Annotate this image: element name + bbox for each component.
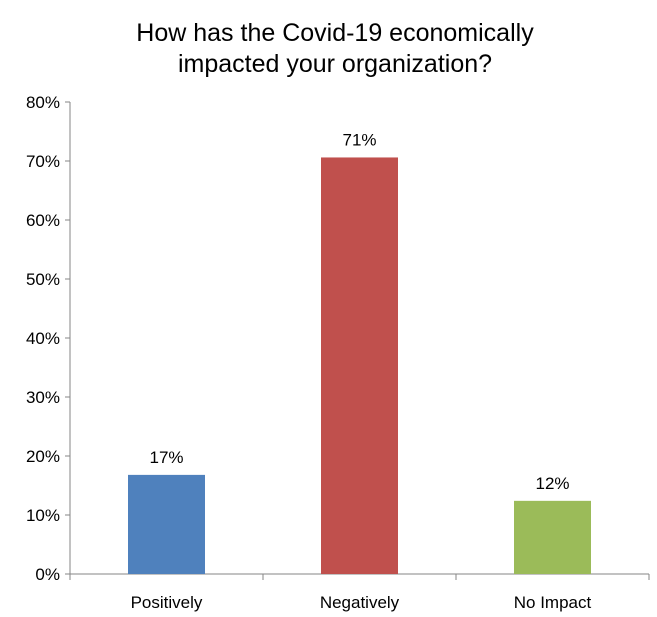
chart-title-line-1: How has the Covid-19 economically	[136, 19, 534, 47]
y-tick-label: 0%	[35, 565, 60, 584]
y-tick-label: 40%	[26, 329, 60, 348]
y-tick-label: 50%	[26, 270, 60, 289]
y-tick-label: 20%	[26, 447, 60, 466]
y-tick-label: 10%	[26, 506, 60, 525]
x-tick-label: Positively	[131, 593, 203, 612]
x-tick-label: Negatively	[320, 593, 400, 612]
y-tick-label: 60%	[26, 211, 60, 230]
bar-no-impact	[514, 500, 591, 574]
data-label: 17%	[149, 448, 183, 467]
x-tick-label: No Impact	[514, 593, 592, 612]
y-tick-label: 70%	[26, 152, 60, 171]
chart-title-line-2: impacted your organization?	[177, 50, 493, 78]
bar-positively	[128, 474, 205, 574]
data-label: 71%	[342, 130, 376, 149]
data-label: 12%	[535, 474, 569, 493]
y-tick-label: 80%	[26, 93, 60, 112]
chart-title: How has the Covid-19 economically impact…	[0, 18, 657, 80]
bar-negatively	[321, 157, 398, 574]
y-tick-label: 30%	[26, 388, 60, 407]
